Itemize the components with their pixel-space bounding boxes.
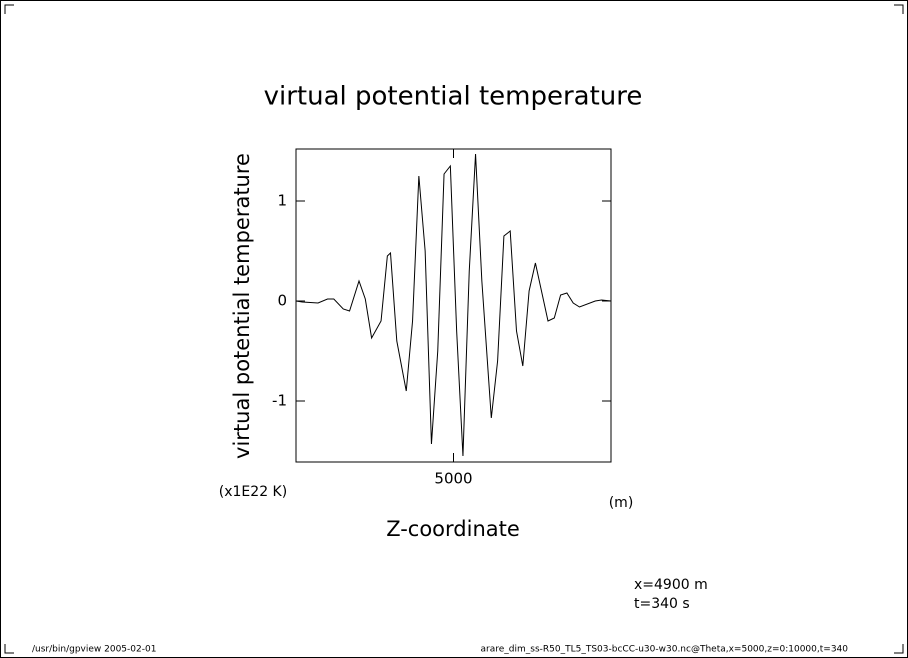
data-line [295, 153, 612, 457]
y-tick-label: 1 [277, 192, 287, 210]
footer-left: /usr/bin/gpview 2005-02-01 [32, 645, 156, 655]
x-axis-label: Z-coordinate [386, 517, 520, 541]
y-axis-label: virtual potential temperature [230, 153, 254, 459]
footer-right: arare_dim_ss-R50_TL5_TS03-bcCC-u30-w30.n… [481, 645, 849, 655]
annotation: t=340 s [634, 596, 690, 612]
x-units: (m) [609, 495, 634, 511]
corner-marks [4, 4, 904, 654]
y-units: (x1E22 K) [219, 484, 287, 500]
x-tick-label: 5000 [434, 470, 472, 488]
annotation: x=4900 m [634, 577, 708, 593]
y-tick-label: 0 [277, 292, 287, 310]
y-tick-label: -1 [272, 392, 287, 410]
chart-title: virtual potential temperature [264, 82, 643, 112]
